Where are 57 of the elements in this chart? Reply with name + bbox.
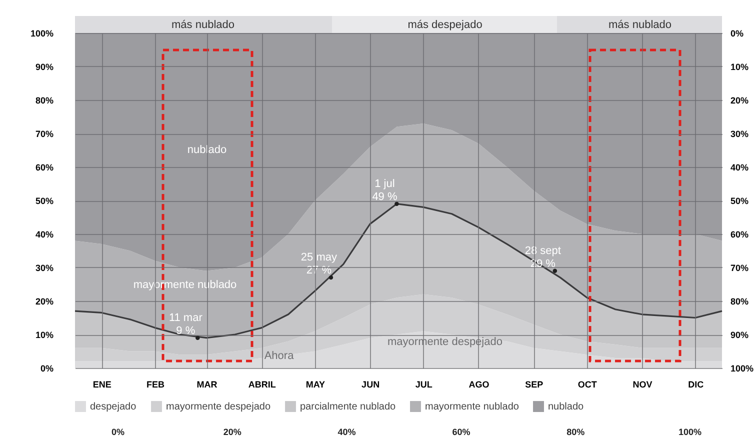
x-tick-label: FEB <box>146 380 165 390</box>
y2-tick-label: 80% <box>730 296 749 306</box>
text: 60% <box>452 427 470 437</box>
text: 100% <box>678 427 702 437</box>
y-tick-label: 10% <box>35 330 54 340</box>
text: más nublado <box>608 19 672 31</box>
y2-tick-label: 40% <box>730 162 749 172</box>
y-tick-label: 20% <box>35 296 54 306</box>
x-tick-label: OCT <box>578 380 598 390</box>
y-tick-label: 60% <box>35 162 54 172</box>
text: 0% <box>111 427 125 437</box>
y-tick-label: 90% <box>35 62 54 72</box>
x-tick-label: ENE <box>92 380 112 390</box>
y-tick-label: 40% <box>35 230 54 240</box>
text: 80% <box>566 427 585 437</box>
y-tick-label: 70% <box>35 129 54 139</box>
legend-label: despejado <box>90 402 137 413</box>
y2-tick-label: 30% <box>730 129 749 139</box>
y2-tick-label: 10% <box>730 62 749 72</box>
legend-label: mayormente despejado <box>166 402 271 413</box>
x-tick-label: MAR <box>196 380 218 390</box>
annotation: Ahora <box>264 350 295 362</box>
x-tick-label: NOV <box>632 380 652 390</box>
text: más nublado <box>172 19 234 31</box>
y-tick-label: 50% <box>35 196 54 206</box>
y2-tick-label: 90% <box>730 330 749 340</box>
x-tick-label: JUN <box>362 380 380 390</box>
y-tick-label: 80% <box>35 96 54 106</box>
text: 40% <box>338 427 356 437</box>
legend-label: nublado <box>548 402 584 413</box>
point <box>552 268 558 273</box>
text: más despejado <box>408 19 482 31</box>
y-tick-label: 30% <box>35 263 54 273</box>
annotation: 1 jul 49 % <box>372 178 398 203</box>
x-tick-label: DIC <box>688 380 704 390</box>
y2-tick-label: 20% <box>730 96 749 106</box>
text: 20% <box>223 427 242 437</box>
annotation: mayormente nublado <box>133 279 237 291</box>
y2-tick-label: 100% <box>730 364 754 374</box>
x-tick-label: AGO <box>468 380 490 390</box>
x-tick-label: JUL <box>415 380 433 390</box>
annotation: nublado <box>187 144 227 156</box>
y-tick-label: 100% <box>30 28 54 38</box>
x-tick-label: ABRIL <box>248 380 276 390</box>
x-tick-label: SEP <box>525 380 544 390</box>
x-tick-label: MAY <box>306 380 326 390</box>
y2-tick-label: 60% <box>730 230 749 240</box>
annotation: 25 may 27 % <box>300 252 338 277</box>
point <box>394 202 399 206</box>
y2-tick-label: 50% <box>730 196 749 206</box>
y-tick-label: 0% <box>40 364 54 374</box>
legend-label: parcialmente nublado <box>300 402 396 413</box>
y2-tick-label: 0% <box>730 28 744 38</box>
legend-label: mayormente nublado <box>425 402 520 413</box>
y2-tick-label: 70% <box>730 263 749 273</box>
point <box>196 336 200 340</box>
point <box>328 275 334 280</box>
